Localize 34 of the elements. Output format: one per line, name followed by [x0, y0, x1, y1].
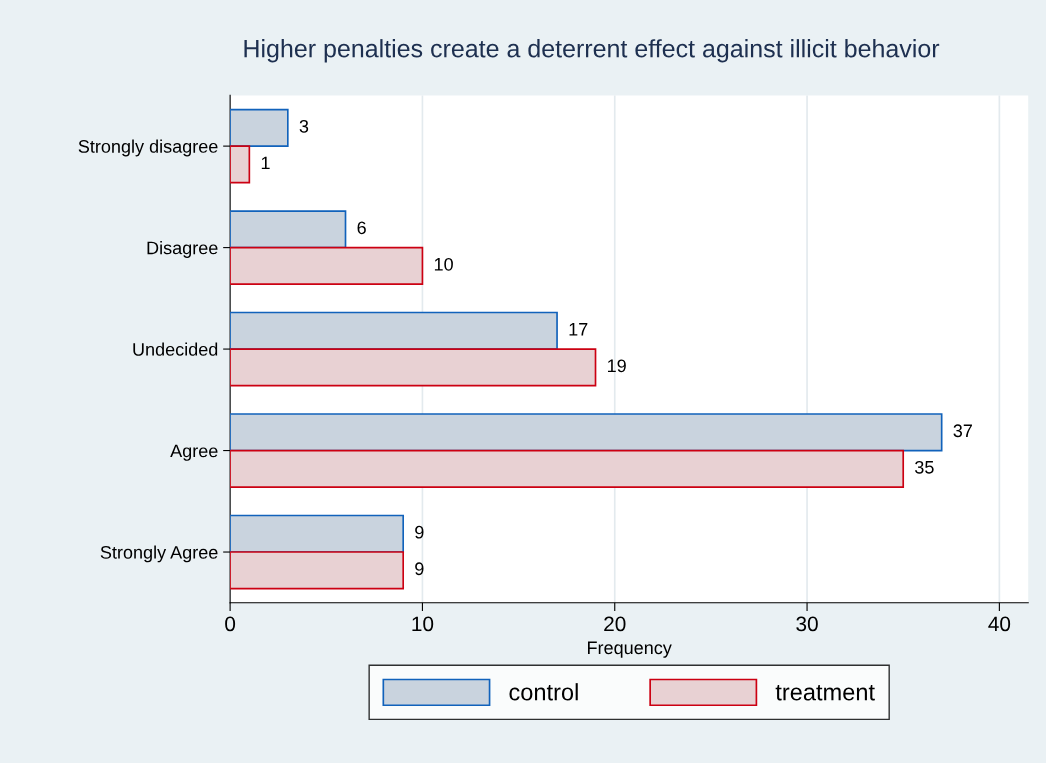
data-label: 10 — [434, 257, 453, 271]
x-tick-label: 0 — [225, 616, 236, 632]
bar — [230, 108, 289, 147]
x-tick-label: 30 — [796, 616, 818, 632]
x-tick-label: 40 — [988, 616, 1011, 632]
y-tick-label: Strongly Agree — [100, 545, 218, 563]
bar — [230, 210, 347, 249]
data-label: 9 — [415, 562, 424, 576]
bar — [230, 551, 405, 590]
y-tick-label: Undecided — [133, 342, 218, 356]
x-tick-label: 10 — [412, 616, 434, 632]
bar — [230, 449, 905, 488]
x-tick-label: 20 — [604, 616, 626, 632]
data-label: 9 — [415, 525, 424, 539]
data-label: 37 — [953, 424, 972, 438]
legend-label: control — [509, 683, 578, 701]
data-label: 6 — [357, 221, 366, 235]
y-tick-label: Agree — [170, 444, 218, 461]
bar — [230, 311, 558, 350]
data-label: 1 — [261, 156, 270, 170]
bar — [230, 145, 251, 184]
bar — [230, 514, 405, 553]
bar — [230, 413, 943, 452]
legend-label: treatment — [775, 684, 875, 701]
data-label: 19 — [608, 359, 626, 373]
chart-title: Higher penalties create a deterrent effect against illicit behavior — [244, 39, 940, 63]
y-tick-label: Strongly disagree — [78, 139, 218, 157]
bar — [230, 246, 424, 285]
bar — [230, 348, 597, 387]
data-label: 35 — [915, 460, 934, 474]
x-axis-title: Frequency — [588, 641, 672, 658]
y-tick-label: Disagree — [147, 241, 218, 258]
data-label: 3 — [299, 119, 309, 133]
data-label: 17 — [569, 323, 588, 336]
